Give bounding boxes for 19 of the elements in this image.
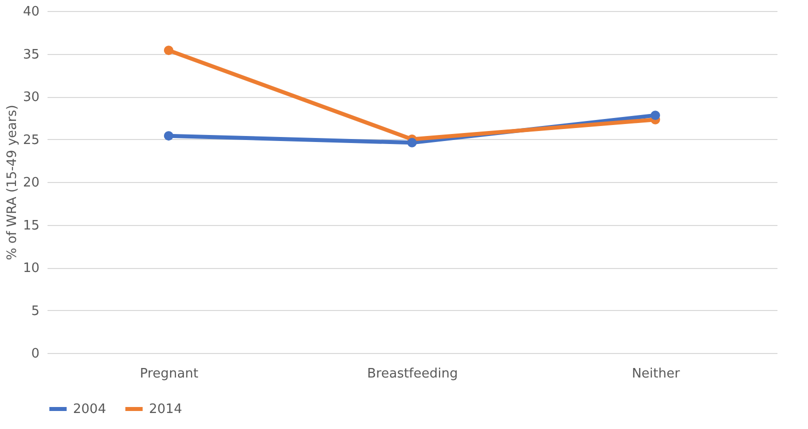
x-tick-label: Neither (632, 366, 680, 382)
x-tick-label: Pregnant (140, 366, 198, 382)
legend-label: 2004 (73, 402, 106, 417)
point (164, 46, 174, 56)
y-tick-label: 0 (31, 346, 40, 362)
legend-label: 2014 (149, 402, 182, 417)
y-tick-label: 35 (22, 47, 40, 62)
y-tick-label: 25 (22, 132, 40, 148)
y-axis-title: % of WRA (15-49 years) (4, 104, 20, 260)
y-tick-label: 15 (22, 218, 40, 234)
y-tick-label: 30 (22, 90, 40, 105)
y-tick-label: 40 (22, 4, 40, 20)
point (650, 110, 660, 120)
y-tick-label: 20 (22, 176, 40, 190)
point (407, 138, 417, 148)
point (164, 131, 174, 141)
y-tick-label: 10 (22, 261, 40, 276)
x-tick-label: Breastfeeding (367, 366, 458, 382)
y-tick-label: 5 (31, 304, 40, 319)
